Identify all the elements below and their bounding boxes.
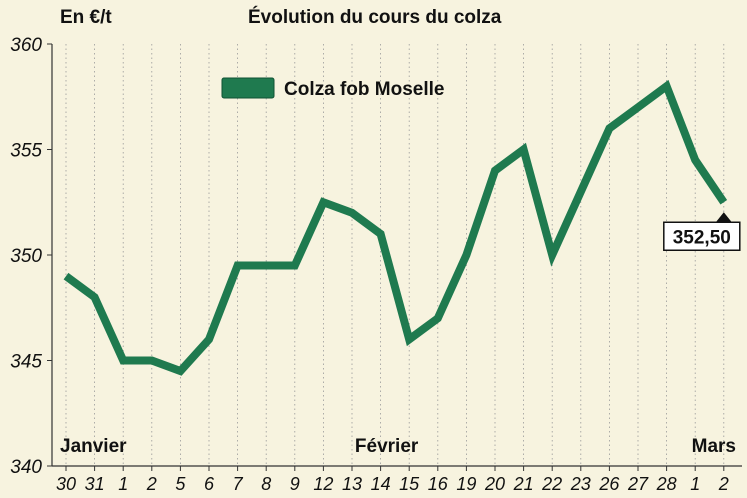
month-labels: Janvier Février Mars — [60, 436, 736, 457]
x-tick-label: 31 — [85, 474, 105, 494]
x-tick-label: 19 — [456, 474, 476, 494]
last-value-box — [663, 221, 741, 251]
x-tick-label: 1 — [690, 474, 700, 494]
legend-label: Colza fob Moselle — [284, 79, 444, 100]
x-tick-label: 20 — [484, 474, 505, 494]
x-tick-label: 9 — [290, 474, 300, 494]
last-value-callout: 352,50 — [663, 212, 741, 251]
y-tick-label: 340 — [10, 457, 42, 478]
x-tick-label: 14 — [371, 474, 391, 494]
x-tick-label: 15 — [399, 474, 420, 494]
x-tick-label: 12 — [313, 474, 333, 494]
x-tick-label: 8 — [261, 474, 271, 494]
y-tick-label: 360 — [10, 35, 42, 56]
y-tick-label: 350 — [10, 246, 42, 267]
x-axis-ticks: 30 31 1 2 5 6 7 8 9 12 13 14 15 16 19 20 21 22 23 26 27 28 1 2 — [56, 466, 729, 494]
legend-swatch — [221, 77, 275, 99]
month-label: Janvier — [60, 436, 127, 457]
y-tick-label: 345 — [10, 352, 42, 373]
series-group — [63, 79, 728, 376]
x-tick-label: 30 — [56, 474, 76, 494]
x-tick-label: 27 — [627, 474, 649, 494]
x-tick-label: 1 — [118, 474, 128, 494]
x-tick-label: 21 — [513, 474, 534, 494]
x-tick-label: 28 — [656, 474, 677, 494]
y-axis-unit-label: En €/t — [60, 7, 112, 28]
x-tick-label: 22 — [541, 474, 562, 494]
x-tick-label: 26 — [598, 474, 620, 494]
x-tick-label: 16 — [428, 474, 449, 494]
last-value-arrow — [715, 212, 732, 223]
x-tick-label: 2 — [718, 474, 729, 494]
x-tick-label: 23 — [570, 474, 591, 494]
x-tick-label: 13 — [342, 474, 362, 494]
month-label: Mars — [692, 436, 736, 457]
y-tick-label: 355 — [10, 141, 42, 162]
series-line — [63, 79, 728, 376]
x-tick-label: 6 — [204, 474, 215, 494]
y-axis-ticks: 340 345 350 355 360 — [10, 35, 52, 478]
x-tick-label: 7 — [233, 474, 244, 494]
month-label: Février — [355, 436, 419, 457]
chart-title: Évolution du cours du colza — [248, 6, 502, 28]
vertical-gridlines — [65, 44, 725, 466]
x-tick-label: 2 — [146, 474, 157, 494]
last-value-label: 352,50 — [673, 227, 731, 248]
x-tick-label: 5 — [175, 474, 186, 494]
legend: Colza fob Moselle — [221, 77, 444, 100]
